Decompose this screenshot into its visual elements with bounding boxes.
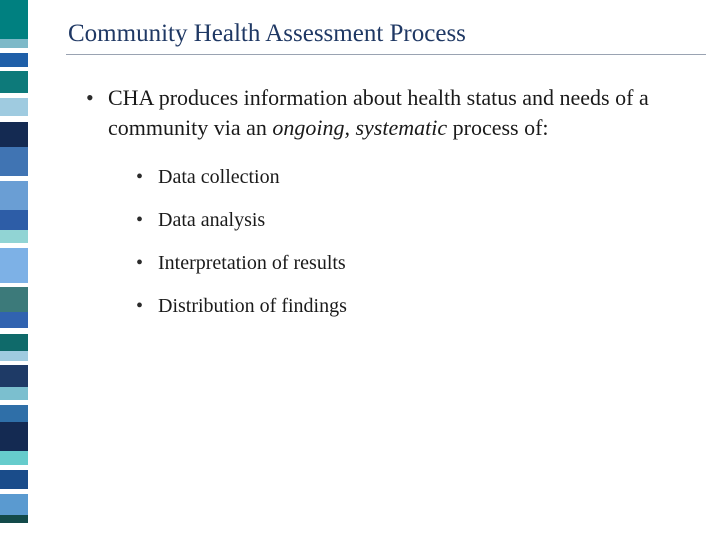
sidebar-segment <box>0 71 28 92</box>
sidebar-segment <box>0 494 28 515</box>
slide-content: Community Health Assessment Process • CH… <box>68 20 680 336</box>
slide-title: Community Health Assessment Process <box>68 20 680 48</box>
bullet-glyph: • <box>136 164 158 191</box>
sidebar-segment <box>0 98 28 115</box>
main-bullet-suffix: process of: <box>447 115 548 140</box>
bullet-glyph: • <box>86 83 108 142</box>
sub-bullet-text: Data analysis <box>158 207 265 234</box>
sidebar-segment <box>0 147 28 176</box>
sidebar-segment <box>0 181 28 210</box>
bullet-glyph: • <box>136 207 158 234</box>
sub-bullet: •Data analysis <box>136 207 680 234</box>
sidebar-segment <box>0 422 28 451</box>
sidebar-segment <box>0 515 28 523</box>
decorative-sidebar <box>0 0 28 540</box>
sidebar-segment <box>0 287 28 312</box>
sidebar-segment <box>0 53 28 67</box>
sidebar-segment <box>0 351 28 361</box>
sub-bullet-text: Data collection <box>158 164 280 191</box>
bullet-glyph: • <box>136 293 158 320</box>
sidebar-segment <box>0 122 28 147</box>
sidebar-segment <box>0 210 28 229</box>
sidebar-segment <box>0 334 28 351</box>
title-underline <box>66 54 706 55</box>
sub-bullet: •Distribution of findings <box>136 293 680 320</box>
main-bullet-italic: ongoing, systematic <box>272 115 447 140</box>
sidebar-segment <box>0 451 28 465</box>
bullet-glyph: • <box>136 250 158 277</box>
sidebar-segment <box>0 405 28 422</box>
sub-bullet-text: Distribution of findings <box>158 293 347 320</box>
sub-bullet: •Interpretation of results <box>136 250 680 277</box>
sub-bullet: •Data collection <box>136 164 680 191</box>
sidebar-segment <box>0 387 28 401</box>
sidebar-segment <box>0 39 28 49</box>
main-bullet-text: CHA produces information about health st… <box>108 83 680 142</box>
sidebar-segment <box>0 248 28 283</box>
sidebar-segment <box>0 523 28 540</box>
sidebar-segment <box>0 365 28 386</box>
sidebar-segment <box>0 0 28 39</box>
sidebar-segment <box>0 470 28 489</box>
sub-bullet-text: Interpretation of results <box>158 250 346 277</box>
sidebar-segment <box>0 230 28 244</box>
main-bullet: • CHA produces information about health … <box>86 83 680 142</box>
sidebar-segment <box>0 312 28 327</box>
